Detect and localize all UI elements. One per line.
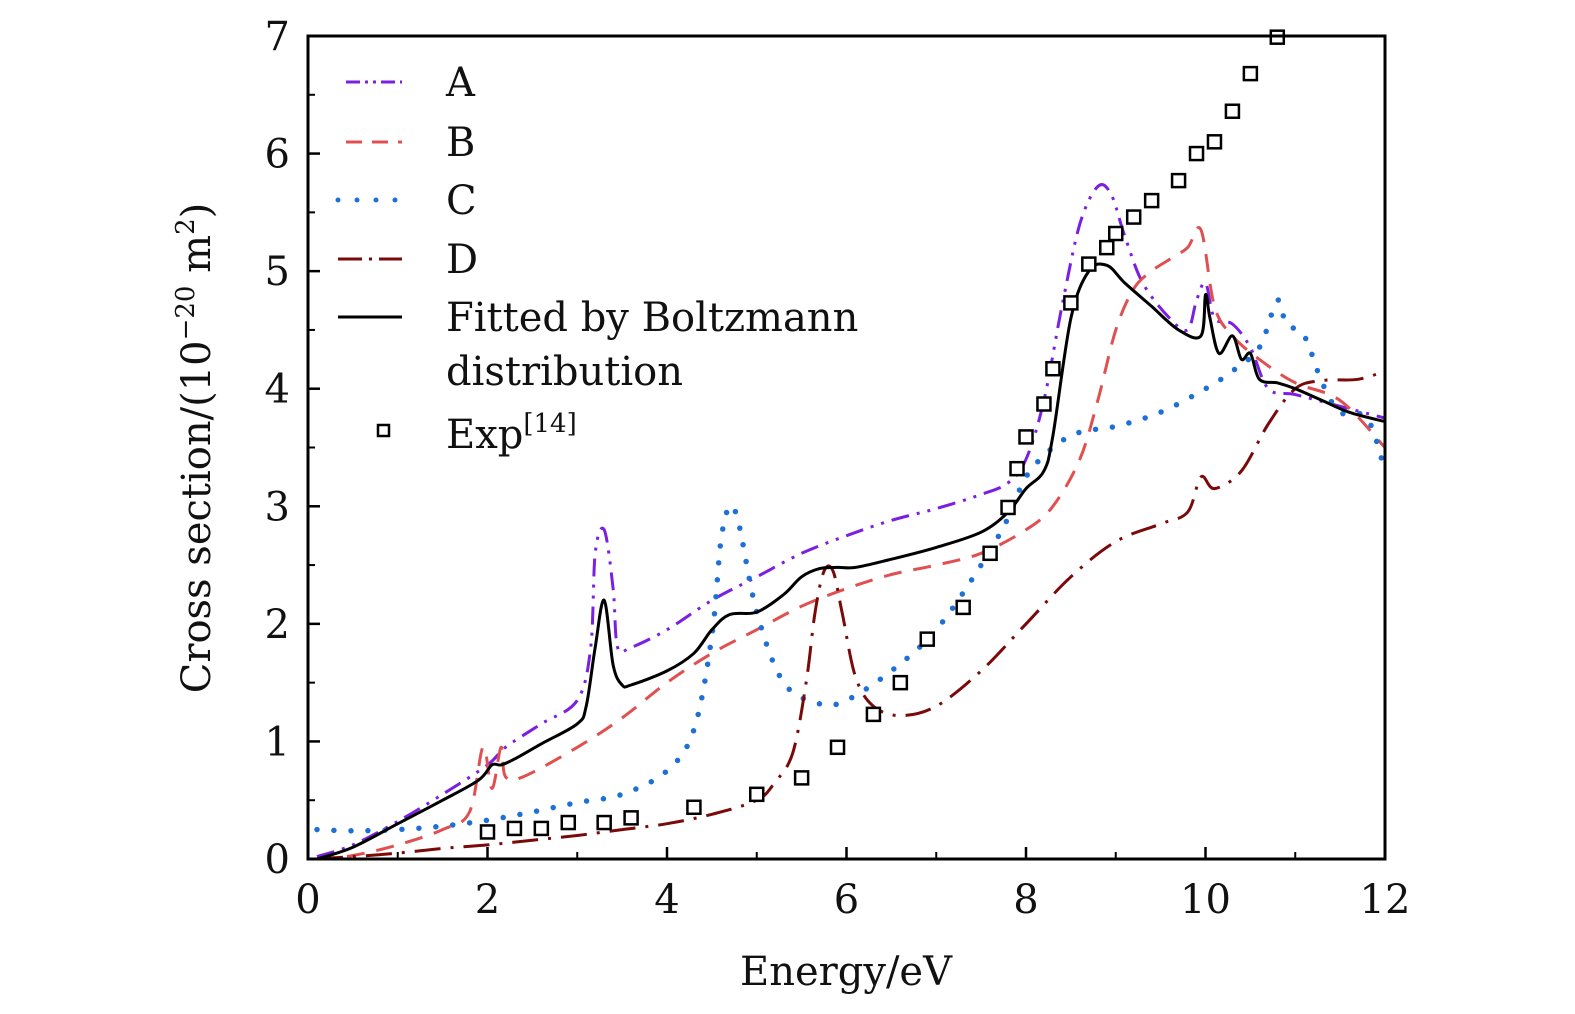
exp-point (1188, 145, 1205, 162)
exp-point (479, 824, 496, 840)
legend-label-exp-sup: [14] (523, 409, 576, 439)
exp-point (1125, 209, 1142, 225)
exp-point (560, 814, 577, 831)
exp-point (1063, 295, 1079, 311)
series-line-b (316, 226, 1385, 859)
y-axis-label-unit: m (174, 235, 220, 286)
experiment-points (479, 29, 1286, 840)
exp-point (1081, 256, 1097, 272)
exp-point (1224, 103, 1241, 119)
legend-label-exp-main: Exp (446, 412, 523, 458)
x-axis: 0 2 4 6 8 10 12 (295, 847, 1410, 923)
exp-point (596, 814, 612, 831)
exp-point (1242, 65, 1259, 82)
y-tick-label: 2 (265, 602, 290, 648)
exp-point (793, 770, 810, 786)
x-tick-label: 0 (295, 877, 320, 923)
x-tick-label: 12 (1360, 877, 1411, 923)
exp-point (829, 739, 846, 756)
exp-point (1036, 396, 1052, 412)
series-line-a (316, 183, 1385, 859)
legend-label-exp: Exp[14] (446, 409, 577, 458)
exp-point (533, 820, 550, 837)
y-axis-label-main: Cross section/(10 (174, 340, 220, 693)
y-tick-label: 6 (265, 132, 290, 178)
y-tick-label: 7 (265, 14, 290, 60)
legend-label-a: A (445, 60, 476, 106)
exp-point (955, 599, 971, 616)
series-line-c (314, 297, 1385, 834)
y-tick-label: 1 (265, 719, 290, 765)
x-axis-label: Energy/eV (740, 949, 953, 995)
x-tick-label: 2 (475, 877, 500, 923)
y-tick-label: 0 (265, 837, 290, 883)
exp-point (919, 631, 936, 647)
y-tick-label: 4 (265, 367, 290, 413)
exp-point (506, 820, 523, 837)
y-axis-label-exp: −20 (171, 286, 201, 341)
exp-point (749, 786, 765, 803)
exp-point (1099, 239, 1115, 256)
x-tick-label: 8 (1013, 877, 1038, 923)
series-line-d (316, 369, 1385, 859)
exp-point (686, 799, 702, 816)
exp-point (865, 706, 882, 723)
exp-point (982, 545, 998, 562)
exp-point (1018, 429, 1034, 445)
legend-label-b: B (446, 120, 475, 166)
series-line-fitted (316, 262, 1385, 859)
legend-label-fit-line2: distribution (446, 349, 683, 395)
exp-point (1000, 499, 1016, 516)
exp-point (1143, 192, 1160, 209)
series-layer (314, 183, 1385, 859)
exp-point (1170, 172, 1187, 189)
legend-label-d: D (446, 237, 478, 283)
exp-point (1206, 134, 1223, 150)
y-axis-label-exp2: 2 (171, 218, 201, 235)
exp-point (1009, 460, 1025, 477)
x-tick-label: 4 (654, 877, 679, 923)
y-axis-label: Cross section/(10−20 m2) (171, 203, 220, 694)
legend-label-fit: Fitted by Boltzmann (446, 295, 858, 341)
x-tick-label: 10 (1180, 877, 1231, 923)
exp-point (1108, 225, 1124, 242)
legend: A B C D Fitted by Boltzmann distribution… (335, 60, 858, 458)
x-tick-label: 6 (834, 877, 859, 923)
exp-point (1045, 360, 1061, 377)
legend-swatch-exp (376, 423, 391, 438)
exp-point (623, 810, 639, 826)
y-axis: 0 1 2 3 4 5 6 7 (265, 14, 320, 883)
y-axis-label-close: ) (174, 203, 220, 219)
y-tick-label: 5 (265, 249, 290, 295)
exp-point (892, 674, 909, 691)
y-tick-label: 3 (265, 484, 290, 530)
legend-label-c: C (446, 178, 477, 224)
